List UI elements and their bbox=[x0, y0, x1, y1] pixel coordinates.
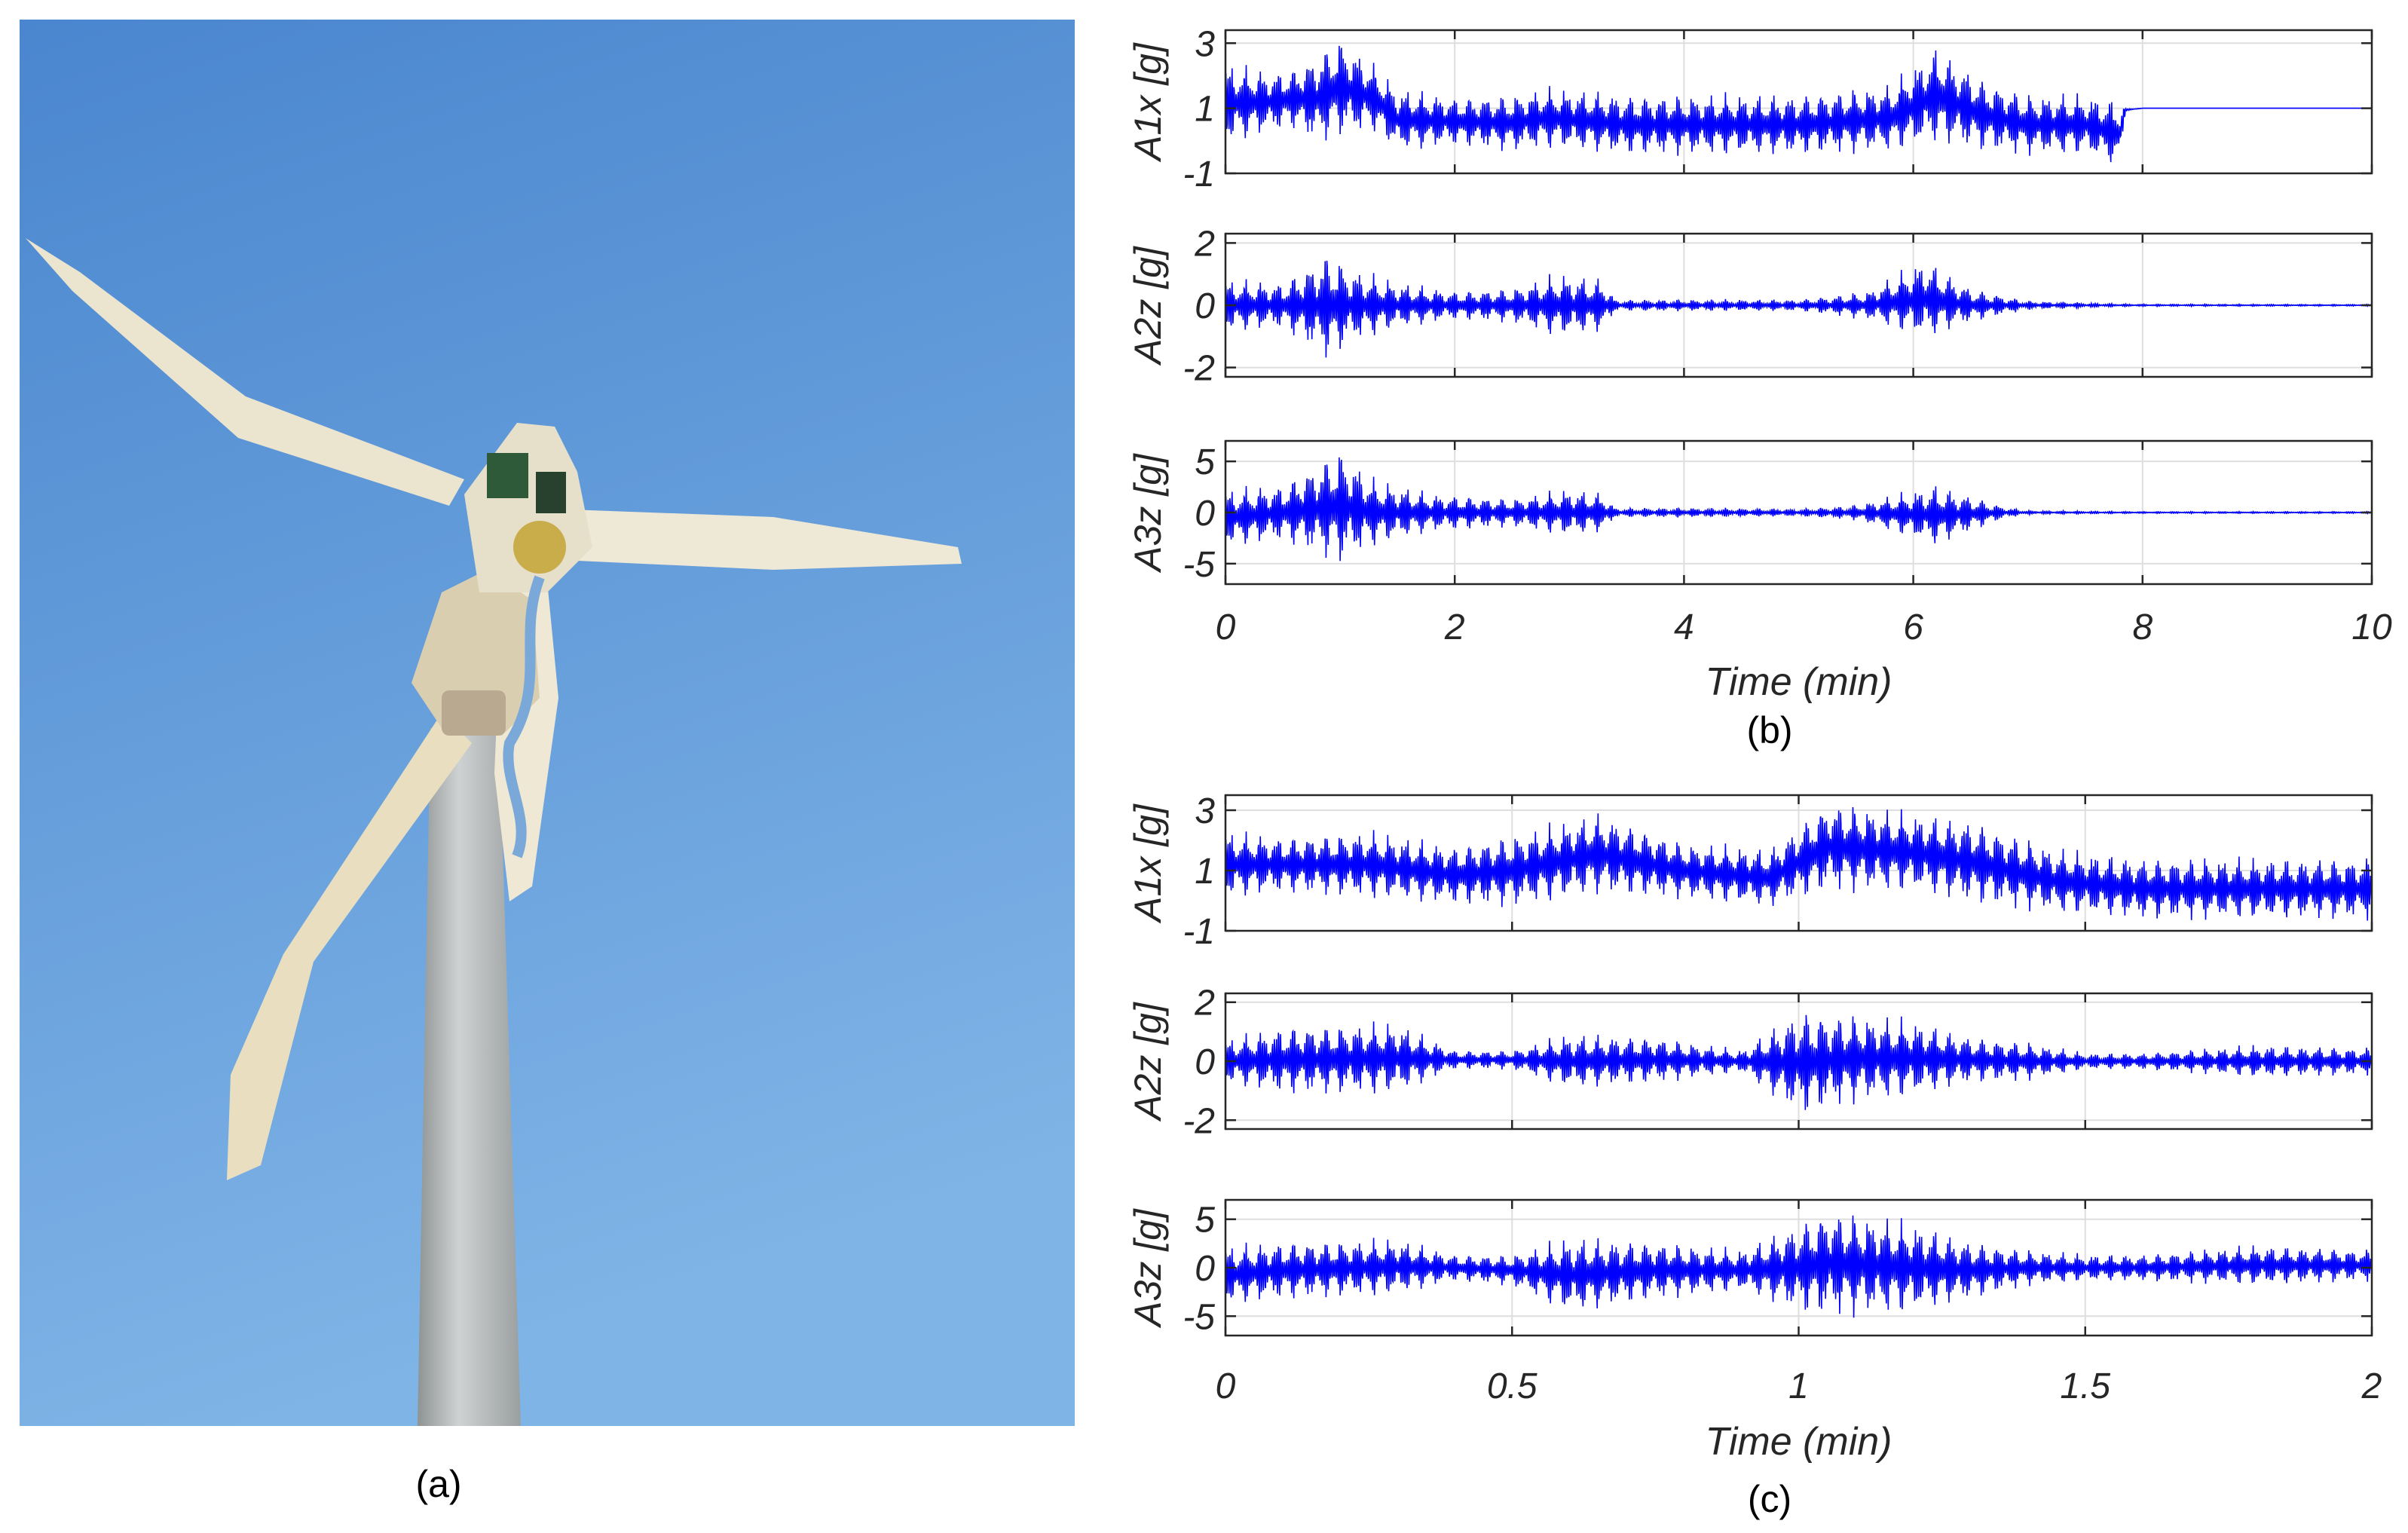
x-tick-label: 0 bbox=[1216, 607, 1236, 647]
turbine-blades bbox=[26, 238, 962, 1180]
y-tick-label: 0 bbox=[1195, 1042, 1215, 1082]
x-axis-label: Time (min) bbox=[1706, 660, 1892, 704]
y-axis-label: A3z [g] bbox=[1127, 453, 1169, 574]
blade-edge-cable bbox=[503, 575, 545, 858]
x-axis-label: Time (min) bbox=[1706, 1420, 1892, 1464]
y-axis-label: A2z [g] bbox=[1127, 246, 1169, 366]
x-tick-label: 8 bbox=[2132, 607, 2153, 647]
y-tick-label: 3 bbox=[1195, 24, 1215, 64]
signal-trace-a3z bbox=[1225, 1215, 2373, 1318]
plot-area bbox=[1225, 30, 2372, 173]
y-tick-label: -2 bbox=[1183, 1101, 1215, 1141]
y-axis-label: A1x [g] bbox=[1127, 42, 1169, 163]
y-tick-label: -5 bbox=[1183, 545, 1215, 585]
x-tick-label: 0 bbox=[1216, 1366, 1236, 1406]
turbine-nacelle bbox=[412, 423, 592, 736]
y-tick-label: -1 bbox=[1183, 912, 1215, 952]
signal-trace-a2z bbox=[1225, 260, 2373, 358]
blade-lower-left bbox=[227, 713, 472, 1180]
y-tick-label: 1 bbox=[1195, 90, 1215, 130]
x-tick-label: 1 bbox=[1788, 1366, 1809, 1406]
panel-caption-b: (b) bbox=[1746, 709, 1793, 751]
y-axis-label: A1x [g] bbox=[1127, 803, 1169, 924]
y-tick-label: 0 bbox=[1195, 286, 1215, 326]
y-tick-label: 5 bbox=[1195, 442, 1215, 482]
y-tick-label: 5 bbox=[1195, 1201, 1215, 1241]
x-tick-label: 10 bbox=[2351, 607, 2392, 647]
x-tick-label: 6 bbox=[1903, 607, 1923, 647]
x-tick-label: 2 bbox=[2361, 1366, 2382, 1406]
signal-trace-a2z bbox=[1225, 1014, 2373, 1110]
x-tick-label: 1.5 bbox=[2060, 1366, 2110, 1406]
blade-right bbox=[570, 509, 962, 570]
y-axis-label: A3z [g] bbox=[1127, 1208, 1169, 1329]
x-tick-label: 4 bbox=[1674, 607, 1694, 647]
signal-trace-a1x bbox=[1225, 806, 2373, 921]
x-tick-label: 0.5 bbox=[1487, 1366, 1538, 1406]
y-axis-label: A2z [g] bbox=[1127, 1002, 1169, 1122]
axes-frame bbox=[1224, 29, 2373, 175]
y-tick-label: -2 bbox=[1183, 349, 1215, 389]
turbine-tower bbox=[418, 728, 521, 1426]
y-tick-label: 0 bbox=[1195, 1249, 1215, 1289]
blade-upper-left bbox=[26, 238, 464, 506]
panel-caption-c: (c) bbox=[1747, 1478, 1792, 1520]
y-tick-label: 1 bbox=[1195, 852, 1215, 892]
signal-trace-a1x bbox=[1225, 45, 2372, 163]
signal-trace-a3z bbox=[1225, 457, 2373, 561]
y-tick-label: -5 bbox=[1183, 1297, 1215, 1337]
y-tick-label: 2 bbox=[1194, 984, 1215, 1024]
panel-caption-a: (a) bbox=[415, 1463, 462, 1505]
x-tick-label: 2 bbox=[1444, 607, 1465, 647]
y-tick-label: -1 bbox=[1183, 155, 1215, 194]
y-tick-label: 2 bbox=[1194, 224, 1215, 264]
y-tick-label: 0 bbox=[1195, 494, 1215, 534]
y-tick-label: 3 bbox=[1195, 791, 1215, 831]
wind-turbine-photo bbox=[20, 20, 1075, 1426]
